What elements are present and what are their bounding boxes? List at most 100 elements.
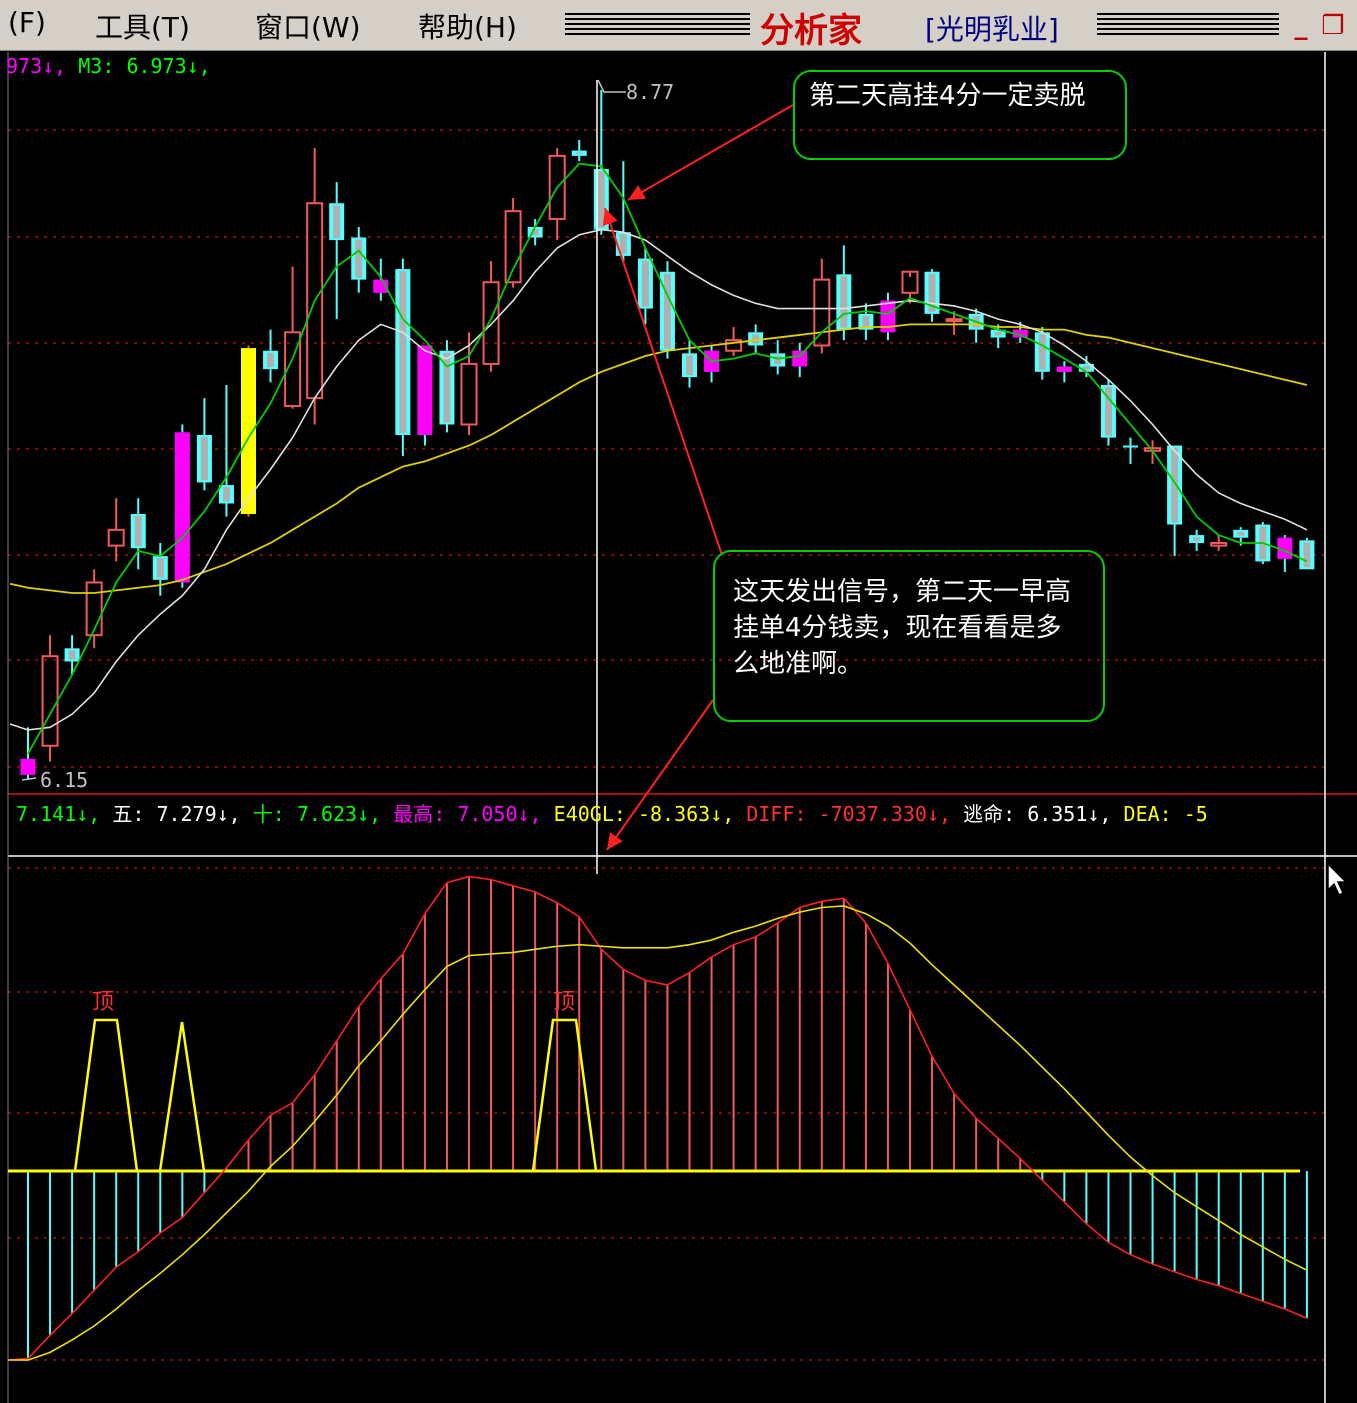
candle — [770, 340, 786, 375]
candle-inner — [774, 355, 782, 365]
indicator-legend: 7.141↓, 五: 7.279↓, 十: 7.623↓, 最高: 7.050↓… — [16, 798, 1208, 827]
annotations — [21, 79, 794, 874]
candle-inner — [994, 331, 1002, 336]
candle-inner — [23, 758, 33, 775]
candlesticks — [20, 90, 1315, 780]
legend-diff-value: -7037.330↓, — [818, 802, 952, 826]
candle-body — [85, 581, 103, 637]
dea-line — [7, 905, 1308, 1361]
candle-body — [241, 348, 256, 515]
legend-dea-value: -5 — [1183, 802, 1208, 826]
menu-file[interactable]: (F) — [8, 6, 46, 39]
legend-max-label: 最高: — [393, 802, 446, 826]
m3-value: 6.973↓, — [126, 54, 211, 78]
candle — [682, 340, 697, 388]
legend-escape-label: 逃命: — [963, 802, 1016, 826]
arrow-to-sell-day — [627, 104, 794, 201]
candle — [1123, 437, 1138, 464]
top-marker-triangle — [158, 1021, 206, 1172]
signal-note-text: 这天发出信号，第二天一早高挂单4分钱卖，现在看看是多么地准啊。 — [733, 577, 1072, 679]
legend-ten-label: 十: — [252, 802, 285, 826]
legend-e40gl-value: -8.363↓, — [637, 802, 735, 826]
candle — [152, 542, 168, 596]
candle — [659, 261, 675, 359]
candle-inner — [156, 558, 164, 578]
arrow-to-signal-day — [604, 207, 723, 556]
arrow-to-macd-signal — [606, 699, 714, 851]
minimize-button[interactable]: _ — [1294, 11, 1308, 41]
legend-five-label: 五: — [112, 802, 145, 826]
candle-inner — [928, 273, 936, 312]
candle — [725, 327, 743, 356]
candle — [792, 342, 808, 378]
candle-body — [725, 339, 743, 352]
signal-note-callout: 这天发出信号，第二天一早高挂单4分钱卖，现在看看是多么地准啊。 — [713, 550, 1105, 722]
candle-inner — [531, 228, 539, 236]
menu-tools[interactable]: 工具(T) — [95, 11, 190, 44]
candle-inner — [663, 273, 671, 349]
legend-five-value: 7.279↓, — [156, 802, 241, 826]
candle-inner — [355, 239, 363, 278]
candle-inner — [840, 276, 848, 328]
menu-help[interactable]: 帮助(H) — [418, 11, 517, 44]
candle — [174, 424, 190, 588]
candle — [107, 498, 125, 562]
candle-body — [460, 362, 478, 426]
macd-panel — [7, 875, 1308, 1361]
candle-body — [504, 210, 522, 284]
candle-inner — [862, 315, 870, 328]
candle-inner — [333, 205, 341, 239]
top-marker-trapezoid — [73, 1018, 139, 1172]
candle-body — [482, 281, 500, 365]
candle — [351, 226, 367, 293]
candle-body — [945, 318, 963, 323]
candle-body — [41, 655, 59, 747]
title-stripes-left — [565, 13, 750, 37]
candle-inner — [177, 432, 187, 583]
m3-label: M3: — [78, 54, 115, 78]
candle-inner — [1171, 447, 1179, 523]
high-price-label: 8.77 — [626, 80, 675, 104]
menu-window[interactable]: 窗口(W) — [255, 11, 361, 44]
candle — [1299, 537, 1315, 570]
candle — [41, 635, 59, 762]
candle-inner — [420, 345, 430, 435]
candle-inner — [134, 516, 142, 547]
top-legend: 973↓, M3: 6.973↓, — [6, 54, 211, 78]
candle-inner — [641, 260, 649, 307]
candle-inner — [222, 487, 230, 502]
candle-body — [107, 528, 125, 547]
candle — [1210, 535, 1228, 551]
ma-white-line — [9, 228, 1308, 731]
stock-title: [光明乳业] — [925, 13, 1059, 46]
restore-button[interactable]: ❐ — [1321, 11, 1345, 41]
candle — [64, 635, 80, 675]
candle-inner — [686, 355, 693, 376]
candle — [924, 269, 940, 322]
candle-inner — [752, 334, 760, 344]
top-marker-trapezoid — [531, 1018, 598, 1172]
candle — [284, 266, 302, 409]
candle-inner — [1303, 542, 1311, 568]
candle-inner — [1280, 537, 1290, 559]
candle — [527, 219, 543, 246]
top-marker-2: 顶 — [553, 990, 576, 1015]
candle — [945, 311, 963, 335]
legend-ten-value: 7.623↓, — [296, 802, 382, 826]
legend-e40gl-label: E40GL: — [553, 802, 626, 826]
candle — [1012, 321, 1028, 343]
candle — [748, 324, 764, 354]
candle — [263, 329, 279, 383]
title-stripes-right — [1097, 13, 1279, 37]
arrow-to-signal-day-head — [602, 208, 618, 226]
candle-inner — [68, 650, 76, 660]
candle-body — [813, 278, 831, 347]
legend-dea-label: DEA: — [1123, 802, 1172, 826]
sell-note-callout: 第二天高挂4分一定卖脱 — [793, 70, 1127, 160]
candle-inner — [1104, 386, 1112, 436]
candle — [373, 258, 389, 301]
candle-inner — [597, 171, 605, 228]
ma-yellow-line — [9, 323, 1308, 594]
candle — [218, 384, 234, 517]
